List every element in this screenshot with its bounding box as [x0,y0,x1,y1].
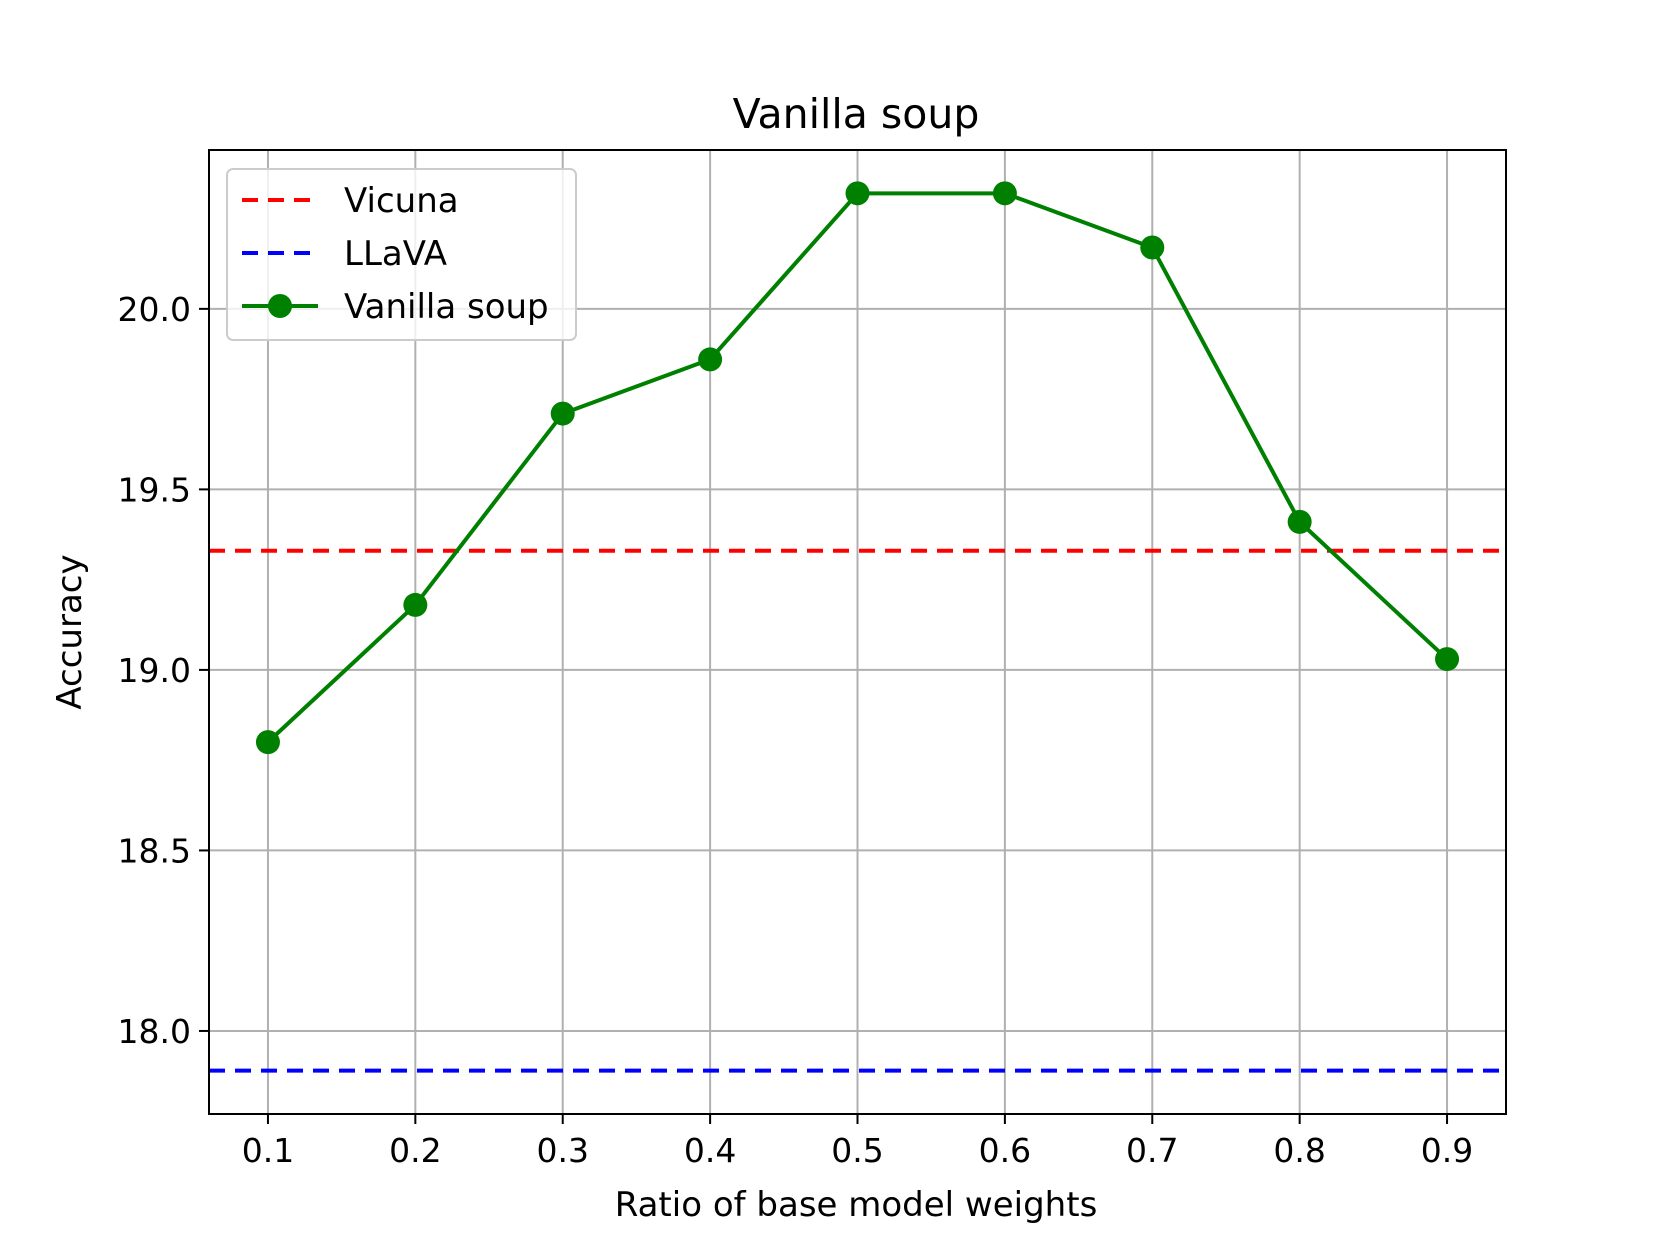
x-tick-label: 0.4 [684,1131,736,1170]
data-point [550,401,575,426]
y-axis-ticks: 18.0 18.5 19.0 19.5 20.0 [118,290,209,1051]
legend-box [226,168,577,341]
legend-marker [268,294,292,318]
x-tick-label: 0.1 [242,1131,294,1170]
y-axis-label: Accuracy [50,554,90,709]
x-tick-label: 0.6 [979,1131,1031,1170]
x-tick-label: 0.9 [1421,1131,1473,1170]
chart-title: Vanilla soup [733,90,980,138]
x-tick-label: 0.8 [1273,1131,1325,1170]
legend-label: Vanilla soup [344,287,549,327]
data-point [698,347,723,372]
data-point [1435,647,1460,672]
series [255,181,1460,755]
legend-label: LLaVA [344,234,447,274]
data-point [992,181,1017,206]
y-tick-label: 19.0 [118,651,191,690]
data-point [1287,509,1312,534]
x-tick-label: 0.3 [536,1131,588,1170]
x-tick-label: 0.7 [1126,1131,1178,1170]
data-point [255,730,280,755]
y-tick-label: 19.5 [118,470,191,509]
y-tick-label: 20.0 [118,290,191,329]
legend: Vicuna LLaVA Vanilla soup [226,168,577,341]
data-point [1140,235,1165,260]
x-axis-label: Ratio of base model weights [615,1185,1098,1225]
x-tick-label: 0.2 [389,1131,441,1170]
legend-label: Vicuna [344,181,459,221]
data-point [845,181,870,206]
y-tick-label: 18.5 [118,831,191,870]
data-point [403,592,428,617]
y-tick-label: 18.0 [118,1012,191,1051]
reference-lines [209,548,1506,1073]
x-axis-ticks: 0.1 0.2 0.3 0.4 0.5 0.6 0.7 0.8 0.9 [242,1114,1473,1170]
x-tick-label: 0.5 [831,1131,883,1170]
